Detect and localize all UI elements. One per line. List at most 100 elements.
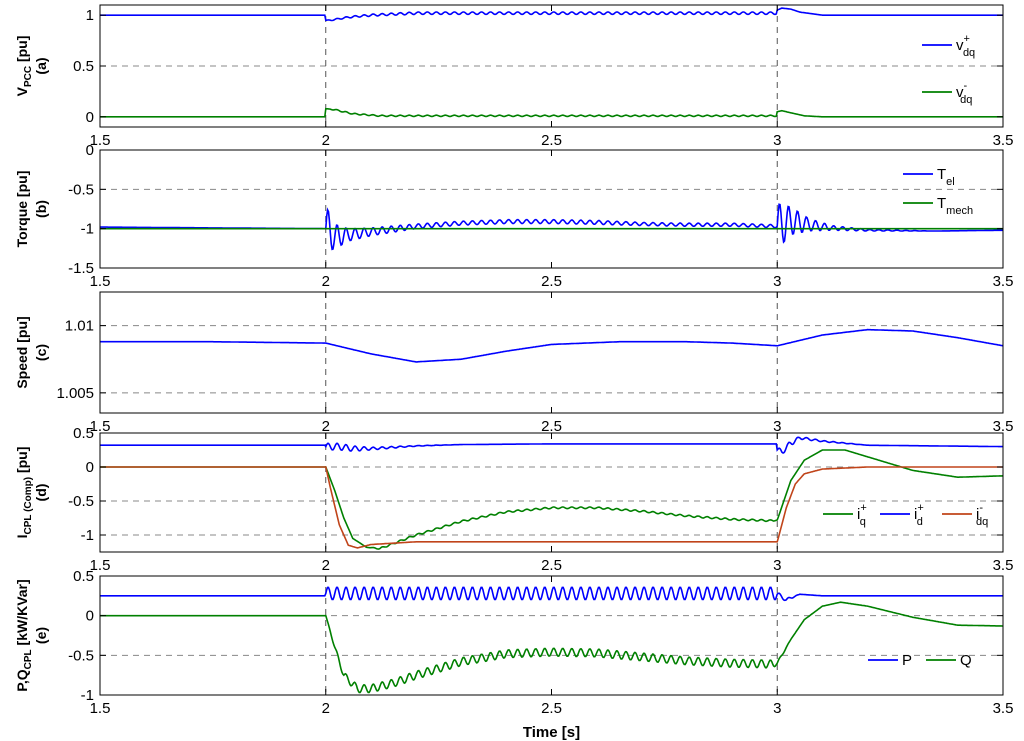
y-label-main: I — [14, 535, 30, 539]
legend: v+ dqv-dq — [922, 33, 975, 106]
x-tick-label: 2.5 — [541, 700, 562, 717]
x-tick-label: 3 — [773, 132, 781, 149]
x-tick-label: 1.5 — [90, 557, 111, 574]
x-tick-label: 2 — [322, 132, 330, 149]
legend-sup: + — [917, 502, 923, 514]
x-tick-label: 2.5 — [541, 557, 562, 574]
panel-tag: (e) — [33, 627, 49, 644]
y-label-unit: [pu] — [14, 447, 30, 477]
y-tick-label: 0.5 — [73, 425, 94, 442]
legend-sub: d — [917, 516, 923, 528]
legend-name: v — [956, 37, 964, 54]
panel-tag: (b) — [33, 200, 49, 218]
legend-sub: dq — [963, 47, 975, 59]
series-line-d-2 — [100, 466, 1003, 549]
x-tick-label: 2.5 — [541, 273, 562, 290]
y-tick-label: -0.5 — [68, 493, 94, 510]
legend-name: Q — [960, 652, 972, 669]
legend-sub: q — [860, 516, 866, 528]
legend-sub: el — [946, 176, 955, 188]
y-tick-label: -1.5 — [68, 260, 94, 277]
y-label-main: Torque [pu] — [14, 171, 30, 248]
x-tick-label: 3 — [773, 273, 781, 290]
y-axis-label: Torque [pu] — [14, 171, 30, 248]
y-tick-label: 0.5 — [73, 568, 94, 585]
series-line-d-1 — [100, 436, 1003, 454]
x-tick-label: 2 — [322, 557, 330, 574]
plot-area — [100, 150, 1003, 268]
y-tick-label: -1 — [81, 687, 94, 704]
y-tick-label: -0.5 — [68, 181, 94, 198]
x-tick-label: 1.5 — [90, 273, 111, 290]
legend-name: i — [857, 506, 860, 523]
legend-label: v+ dq — [956, 33, 975, 59]
panel-c: 1.005 1.01 1.5 2 2.5 3 3.5 Speed [pu] (c) — [14, 291, 1013, 435]
x-tick-label: 3 — [773, 557, 781, 574]
panel-tag: (d) — [33, 484, 49, 502]
plot-area — [100, 292, 1003, 413]
x-tick-label: 2 — [322, 700, 330, 717]
y-tick-label: 0 — [86, 459, 94, 476]
y-label-main: Speed [pu] — [14, 316, 30, 388]
x-tick-label: 3 — [773, 700, 781, 717]
legend-label: v- dq — [956, 80, 972, 106]
x-tick-label: 3.5 — [993, 557, 1014, 574]
x-axis-label: Time [s] — [523, 724, 580, 741]
legend-sub: dq — [976, 516, 988, 528]
panel-d: -1 -0.5 0 0.5 1.5 2 2.5 3 3.5 ICPL (Comp) [pu](d)… — [14, 425, 1013, 574]
y-label-unit: [kW/KVar] — [14, 579, 30, 649]
y-axis-label: P,QCPL [kW/KVar] — [14, 579, 34, 691]
legend-name: i — [914, 506, 917, 523]
x-tick-label: 1.5 — [90, 418, 111, 435]
y-tick-label: 0.5 — [73, 58, 94, 75]
legend-sub: mech — [946, 205, 973, 217]
legend: i+ q i+ d i-dq — [823, 502, 988, 528]
y-tick-label: 0 — [86, 109, 94, 126]
y-label-main: P,Q — [14, 669, 30, 691]
series-line-e-0 — [100, 586, 1003, 602]
legend-name: v — [956, 84, 964, 101]
x-tick-label: 1.5 — [90, 132, 111, 149]
x-tick-label: 3 — [773, 418, 781, 435]
x-tick-label: 2 — [322, 273, 330, 290]
y-tick-label: 0 — [86, 608, 94, 625]
x-tick-label: 3.5 — [993, 132, 1014, 149]
y-tick-label: -1 — [81, 221, 94, 238]
panel-e: -1 -0.5 0 0.5 1.5 2 2.5 3 3.5 P,QCPL [kW/KVar] (e)… — [14, 568, 1013, 717]
series-line-c-0 — [100, 328, 1003, 363]
plot-area — [100, 433, 1003, 552]
legend-sup: + — [860, 502, 866, 514]
y-tick-label: -0.5 — [68, 647, 94, 664]
series-line-a-1 — [100, 107, 1003, 118]
panel-tag: (a) — [33, 57, 49, 74]
legend-label: i- dq — [976, 502, 988, 528]
y-tick-label: 1.01 — [65, 318, 94, 335]
legend-label: P — [902, 652, 912, 669]
legend-name: T — [937, 195, 946, 212]
series-line-e-1 — [100, 601, 1003, 694]
y-tick-label: -1 — [81, 527, 94, 544]
legend-sub: dq — [960, 94, 972, 106]
legend-name: T — [937, 166, 946, 183]
legend-label: i+ d — [914, 502, 924, 528]
x-tick-label: 2 — [322, 418, 330, 435]
y-axis-label: ICPL (Comp) [pu] — [14, 447, 34, 539]
legend-label: Tel — [937, 166, 955, 188]
legend-sup: - — [964, 80, 968, 92]
series-line-a-0 — [100, 7, 1003, 22]
x-tick-label: 1.5 — [90, 700, 111, 717]
y-label-main: V — [14, 86, 30, 96]
legend-label: i+ q — [857, 502, 867, 528]
legend-sup: + — [964, 33, 970, 45]
x-tick-label: 2.5 — [541, 418, 562, 435]
panel-tag: (c) — [33, 344, 49, 361]
x-tick-label: 3.5 — [993, 273, 1014, 290]
y-label-unit: [pu] — [14, 36, 30, 66]
y-label-sub: CPL — [23, 649, 34, 669]
y-label-sub: PCC — [23, 66, 34, 87]
y-tick-label: 1 — [86, 7, 94, 24]
y-axis-label: Speed [pu] — [14, 316, 30, 388]
